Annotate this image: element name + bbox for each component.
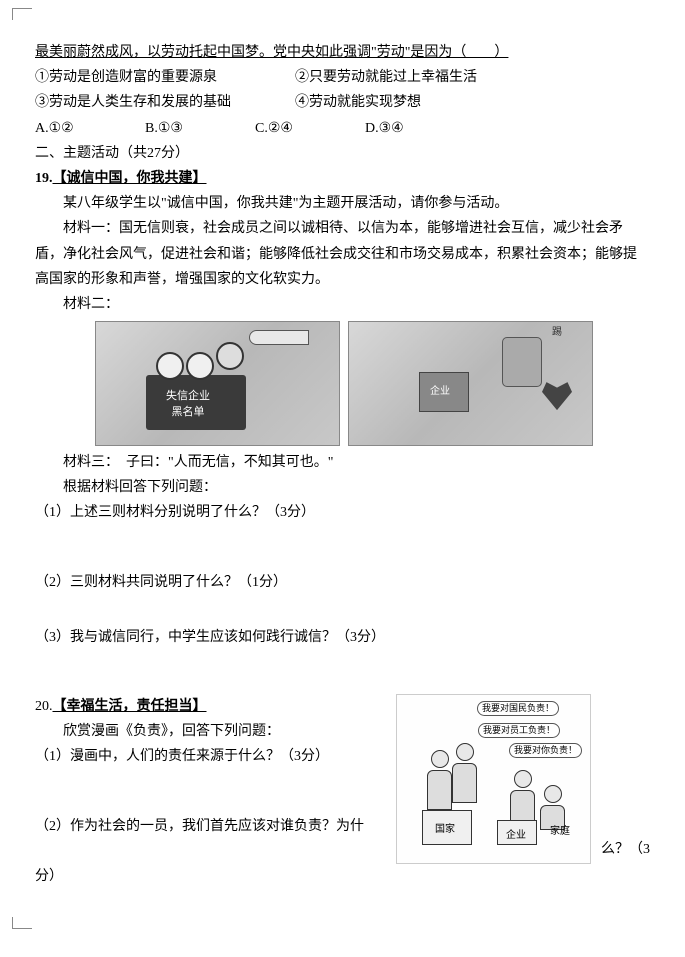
cartoon-image-2: 踢 — [348, 321, 593, 446]
heart-icon — [542, 382, 572, 410]
q19-sub2: （2）三则材料共同说明了什么？（1分） — [35, 570, 650, 595]
person-icon — [452, 743, 477, 803]
option-b: B.①③ — [145, 116, 255, 141]
q20-container: 20.【幸福生活，责任担当】 欣赏漫画《负责》，回答下列问题： （1）漫画中，人… — [35, 694, 650, 864]
person-icon — [540, 785, 565, 825]
speech-bubble-2: 我要对员工负责！ — [478, 723, 560, 738]
q20-number: 20. — [35, 699, 53, 714]
q20-intro: 欣赏漫画《负责》，回答下列问题： — [35, 719, 386, 744]
statement-3: ③劳动是人类生存和发展的基础 — [35, 90, 295, 115]
home-label: 家庭 — [550, 823, 570, 841]
q19-material-2-label: 材料二： — [35, 292, 650, 317]
q19-theme: 【诚信中国，你我共建】 — [53, 171, 207, 186]
cartoon-face-icon — [156, 352, 184, 380]
q19-material-3: 材料三： 子曰："人而无信，不知其可也。" — [35, 450, 650, 475]
q20-text-block: 20.【幸福生活，责任担当】 欣赏漫画《负责》，回答下列问题： （1）漫画中，人… — [35, 694, 386, 839]
intro-line: 最美丽蔚然成风，以劳动托起中国梦。党中央如此强调"劳动"是因为（ ） — [35, 40, 650, 65]
q20-theme: 【幸福生活，责任担当】 — [53, 699, 207, 714]
cartoon-image-1 — [95, 321, 340, 446]
q20-sub2-line2: 分） — [35, 864, 650, 889]
statements-row-1: ①劳动是创造财富的重要源泉 ②只要劳动就能过上幸福生活 — [35, 65, 650, 90]
q19-prompt: 根据材料回答下列问题： — [35, 475, 650, 500]
option-c: C.②④ — [255, 116, 365, 141]
podium-nation — [422, 810, 472, 845]
foot-icon — [502, 337, 542, 387]
q19-sub3: （3）我与诚信同行，中学生应该如何践行诚信？（3分） — [35, 625, 650, 650]
cartoon-face-icon — [186, 352, 214, 380]
q19-header: 19.【诚信中国，你我共建】 — [35, 166, 650, 191]
statement-1: ①劳动是创造财富的重要源泉 — [35, 65, 295, 90]
speech-bubble-1: 我要对国民负责！ — [477, 701, 559, 716]
building-icon — [419, 372, 469, 412]
cartoon-hand-icon — [249, 330, 309, 345]
section-2-title: 二、主题活动（共27分） — [35, 141, 650, 166]
q19-number: 19. — [35, 171, 53, 186]
person-icon — [427, 750, 452, 810]
cartoon-face-icon — [216, 342, 244, 370]
q19-sub1: （1）上述三则材料分别说明了什么？（3分） — [35, 500, 650, 525]
statement-4: ④劳动就能实现梦想 — [295, 90, 421, 115]
option-d: D.③④ — [365, 116, 475, 141]
material-2-images: 踢 — [95, 321, 650, 446]
statements-row-2: ③劳动是人类生存和发展的基础 ④劳动就能实现梦想 — [35, 90, 650, 115]
speech-bubble-3: 我要对你负责！ — [509, 743, 582, 758]
q20-sub2-line: （2）作为社会的一员，我们首先应该对谁负责？为什 — [35, 814, 386, 839]
option-a: A.①② — [35, 116, 145, 141]
q19-intro: 某八年级学生以"诚信中国，你我共建"为主题开展活动，请你参与活动。 — [35, 191, 650, 216]
statement-2: ②只要劳动就能过上幸福生活 — [295, 65, 477, 90]
page-corner-top — [12, 8, 32, 20]
kick-label: 踢 — [552, 324, 562, 342]
q20-header: 20.【幸福生活，责任担当】 — [35, 694, 386, 719]
options-row: A.①② B.①③ C.②④ D.③④ — [35, 116, 650, 141]
q20-sub2-post: 么？（3 — [601, 837, 650, 862]
q20-cartoon-image: 我要对国民负责！ 我要对员工负责！ 我要对你负责！ 家庭 — [396, 694, 591, 864]
q20-sub1: （1）漫画中，人们的责任来源于什么？（3分） — [35, 744, 386, 769]
q20-sub2-pre: （2）作为社会的一员，我们首先应该对谁负责？为什 — [35, 814, 364, 839]
page-corner-bottom — [12, 917, 32, 929]
q19-material-1: 材料一：国无信则衰，社会成员之间以诚相待、以信为本，能够增进社会互信，减少社会矛… — [35, 216, 650, 292]
podium-enterprise — [497, 820, 537, 845]
